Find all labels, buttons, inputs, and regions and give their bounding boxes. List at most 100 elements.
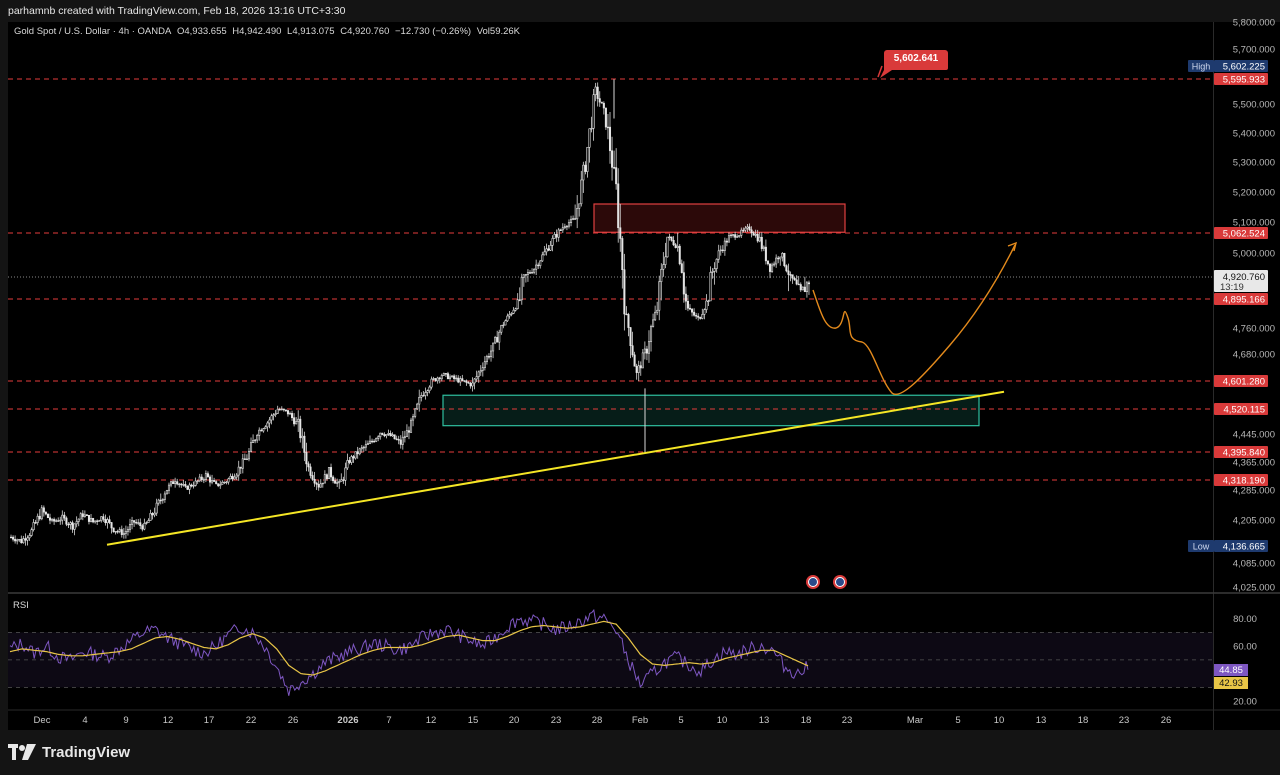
candle-body [104,518,107,524]
volume-value: Vol59.26K [476,26,521,37]
candle-body [789,274,792,276]
candle-body [531,272,534,274]
candle-body [422,395,425,397]
candle-body [623,269,626,315]
candle-body [36,515,39,523]
candle-body [172,481,175,484]
candle-body [668,236,671,238]
candle-body [110,522,113,529]
candle-body [444,373,447,375]
candle-body [403,436,406,438]
time-tick-label: 10 [994,715,1005,726]
candle-body [508,314,511,317]
candle-body [611,150,614,168]
candle-body [748,226,751,231]
candle-body [334,480,337,484]
candle-body [742,229,745,232]
candle-body [688,307,692,310]
candle-body [584,164,587,172]
current-price-label: 4,920.760 [1223,272,1265,283]
time-tick-label: 20 [509,715,520,726]
candle-body [24,538,27,541]
candle-body [459,378,462,383]
candle-body [131,520,134,525]
candle-body [28,535,31,539]
tradingview-logo[interactable]: TradingView [8,742,130,762]
candle-body [114,531,117,533]
candle-body [440,374,443,380]
candle-body [420,395,423,398]
candle-body [801,286,804,291]
candle-body [592,94,595,129]
candle-body [94,520,97,523]
rsi-ma-line [9,620,809,676]
rsi-value-badge [1214,664,1248,676]
candle-body [500,325,503,333]
candle-body [12,536,15,540]
candle-body [426,390,429,393]
candle-body [170,481,173,486]
rsi-label[interactable]: RSI [13,600,29,611]
candle-body [73,523,76,530]
candle-body [678,245,681,265]
candle-body [77,518,80,522]
projection-arrowhead [1007,241,1018,252]
candle-body [781,253,784,258]
change-value: −12.730 (−0.26%) [395,26,472,37]
level-badge [1214,375,1268,387]
candle-body [373,440,376,443]
candle-body [311,475,314,480]
level-badge [1214,403,1268,415]
price-tick-label: 5,400.000 [1233,129,1275,140]
candle-body [699,317,702,319]
candle-body [327,467,330,480]
candle-body [438,377,441,380]
symbol-name[interactable]: Gold Spot / U.S. Dollar · 4h · OANDA [14,26,172,37]
candle-body [67,523,70,526]
time-tick-label: Feb [632,715,648,726]
candle-body [135,521,138,524]
candle-body [647,341,650,354]
price-tick-label: 5,500.000 [1233,100,1275,111]
candle-body [707,300,710,302]
candle-body [20,538,23,544]
candle-body [752,232,755,236]
price-chart[interactable]: 5,595.933 5,062.524 4,895.166 4,601.280 4,52… [0,0,1280,730]
candle-body [280,408,283,411]
candle-body [87,514,90,522]
candle-body [645,348,648,354]
candle-body [602,102,605,109]
candle-body [254,439,257,442]
candle-body [567,222,570,227]
candle-body [545,248,548,253]
candle-body [90,517,93,522]
candle-body [526,272,529,275]
high-label: 5,602.225 [1223,62,1265,73]
candle-body [30,529,33,536]
candle-body [787,270,790,275]
candle-body [128,524,132,530]
candle-body [654,311,657,321]
candle-body [147,520,150,523]
candle-body [266,422,269,428]
candle-body [807,282,810,285]
candle-body [270,415,273,421]
candle-body [399,439,402,445]
candle-body [580,179,583,205]
time-tick-label: 23 [842,715,853,726]
price-tick-label: 4,205.000 [1233,516,1275,527]
candle-body [63,514,66,519]
rsi-line [9,608,809,696]
candle-body [463,380,466,382]
candle-body [48,517,52,521]
time-tick-label: 5 [678,715,683,726]
low-label: 4,136.665 [1223,542,1265,553]
candle-body [100,516,103,521]
candle-body [664,256,667,265]
candle-body [481,367,484,371]
time-tick-label: 12 [426,715,437,726]
candle-body [55,520,58,522]
candle-body [785,265,788,272]
time-tick-label: 23 [1119,715,1130,726]
candle-body [112,527,115,533]
